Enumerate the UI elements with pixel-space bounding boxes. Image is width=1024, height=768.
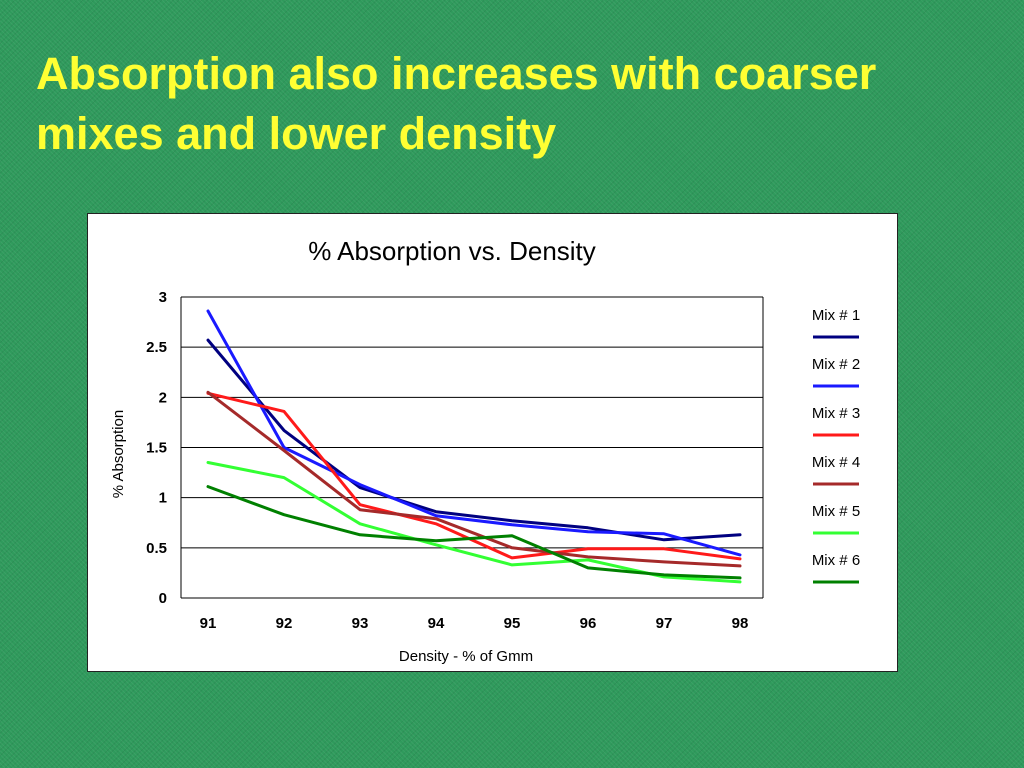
y-tick-labels: 0 0.5 1 1.5 2 2.5 3 [146,289,167,607]
x-tick-label: 94 [428,615,445,632]
y-tick-label: 0.5 [146,540,167,557]
series-line-mix-6 [206,485,742,580]
slide-title: Absorption also increases with coarser m… [36,44,1006,164]
legend-label-mix-4: Mix # 4 [812,454,860,471]
legend-label-mix-6: Mix # 6 [812,552,860,569]
x-tick-label: 91 [200,615,217,632]
x-tick-label: 98 [732,615,749,632]
legend-label-mix-5: Mix # 5 [812,503,860,520]
series-line-mix-5 [206,461,742,584]
y-tick-label: 2 [159,389,167,406]
chart-panel: % Absorption vs. Density Density - % of … [87,213,898,672]
axes [180,297,764,599]
y-axis-label: % Absorption [110,410,127,498]
legend-label-mix-1: Mix # 1 [812,307,860,324]
legend-label-mix-3: Mix # 3 [812,405,860,422]
series-line-mix-1 [206,338,742,542]
series-line-mix-3 [206,391,742,561]
x-tick-label: 96 [580,615,597,632]
slide-title-line-1: Absorption also increases with coarser [36,48,877,99]
slide-title-line-2: mixes and lower density [36,108,557,159]
x-tick-label: 92 [276,615,293,632]
legend: Mix # 1 Mix # 2 Mix # 3 Mix # 4 Mix # 5 Mix #… [812,307,860,584]
x-tick-labels: 91 92 93 94 95 96 97 98 [200,615,749,632]
y-tick-label: 2.5 [146,339,167,356]
series-line-mix-2 [206,309,742,557]
x-tick-label: 95 [504,615,521,632]
x-tick-label: 97 [656,615,673,632]
series-lines [206,309,742,584]
y-tick-label: 1.5 [146,440,167,457]
absorption-density-chart: % Absorption vs. Density Density - % of … [110,236,860,665]
legend-label-mix-2: Mix # 2 [812,356,860,373]
y-tick-label: 3 [159,289,167,306]
chart-title: % Absorption vs. Density [308,236,596,266]
y-tick-label: 1 [159,490,167,507]
x-tick-label: 93 [352,615,369,632]
y-tick-label: 0 [159,590,167,607]
x-axis-label: Density - % of Gmm [399,648,533,665]
series-line-mix-4 [206,390,742,568]
